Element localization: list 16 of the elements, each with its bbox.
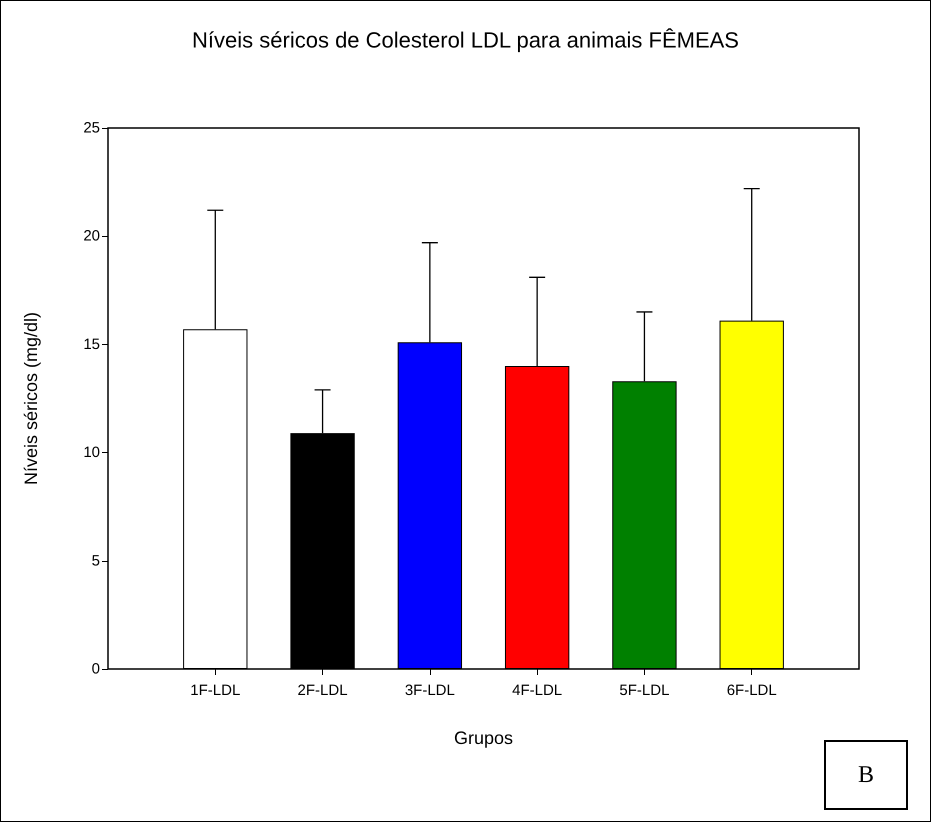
y-tick-label: 20	[83, 228, 100, 245]
y-tick-label: 10	[83, 444, 100, 462]
y-tick-label: 25	[83, 120, 100, 136]
y-tick-label: 15	[83, 336, 100, 353]
chart-title: Níveis séricos de Colesterol LDL para animais FÊMEAS	[192, 28, 739, 52]
x-axis-title: Grupos	[454, 728, 514, 748]
y-tick-label: 5	[92, 552, 100, 570]
y-tick-label: 0	[92, 660, 100, 678]
x-tick-label: 4F-LDL	[512, 682, 562, 699]
y-axis-title: Níveis séricos (mg/dl)	[21, 312, 41, 486]
x-tick-label: 3F-LDL	[404, 682, 455, 699]
text: B	[824, 740, 908, 810]
x-tick-label: 5F-LDL	[619, 682, 670, 699]
x-tick-label: 1F-LDL	[190, 682, 240, 699]
x-tick-label: 6F-LDL	[726, 682, 777, 699]
x-tick-label: 2F-LDL	[298, 682, 348, 699]
